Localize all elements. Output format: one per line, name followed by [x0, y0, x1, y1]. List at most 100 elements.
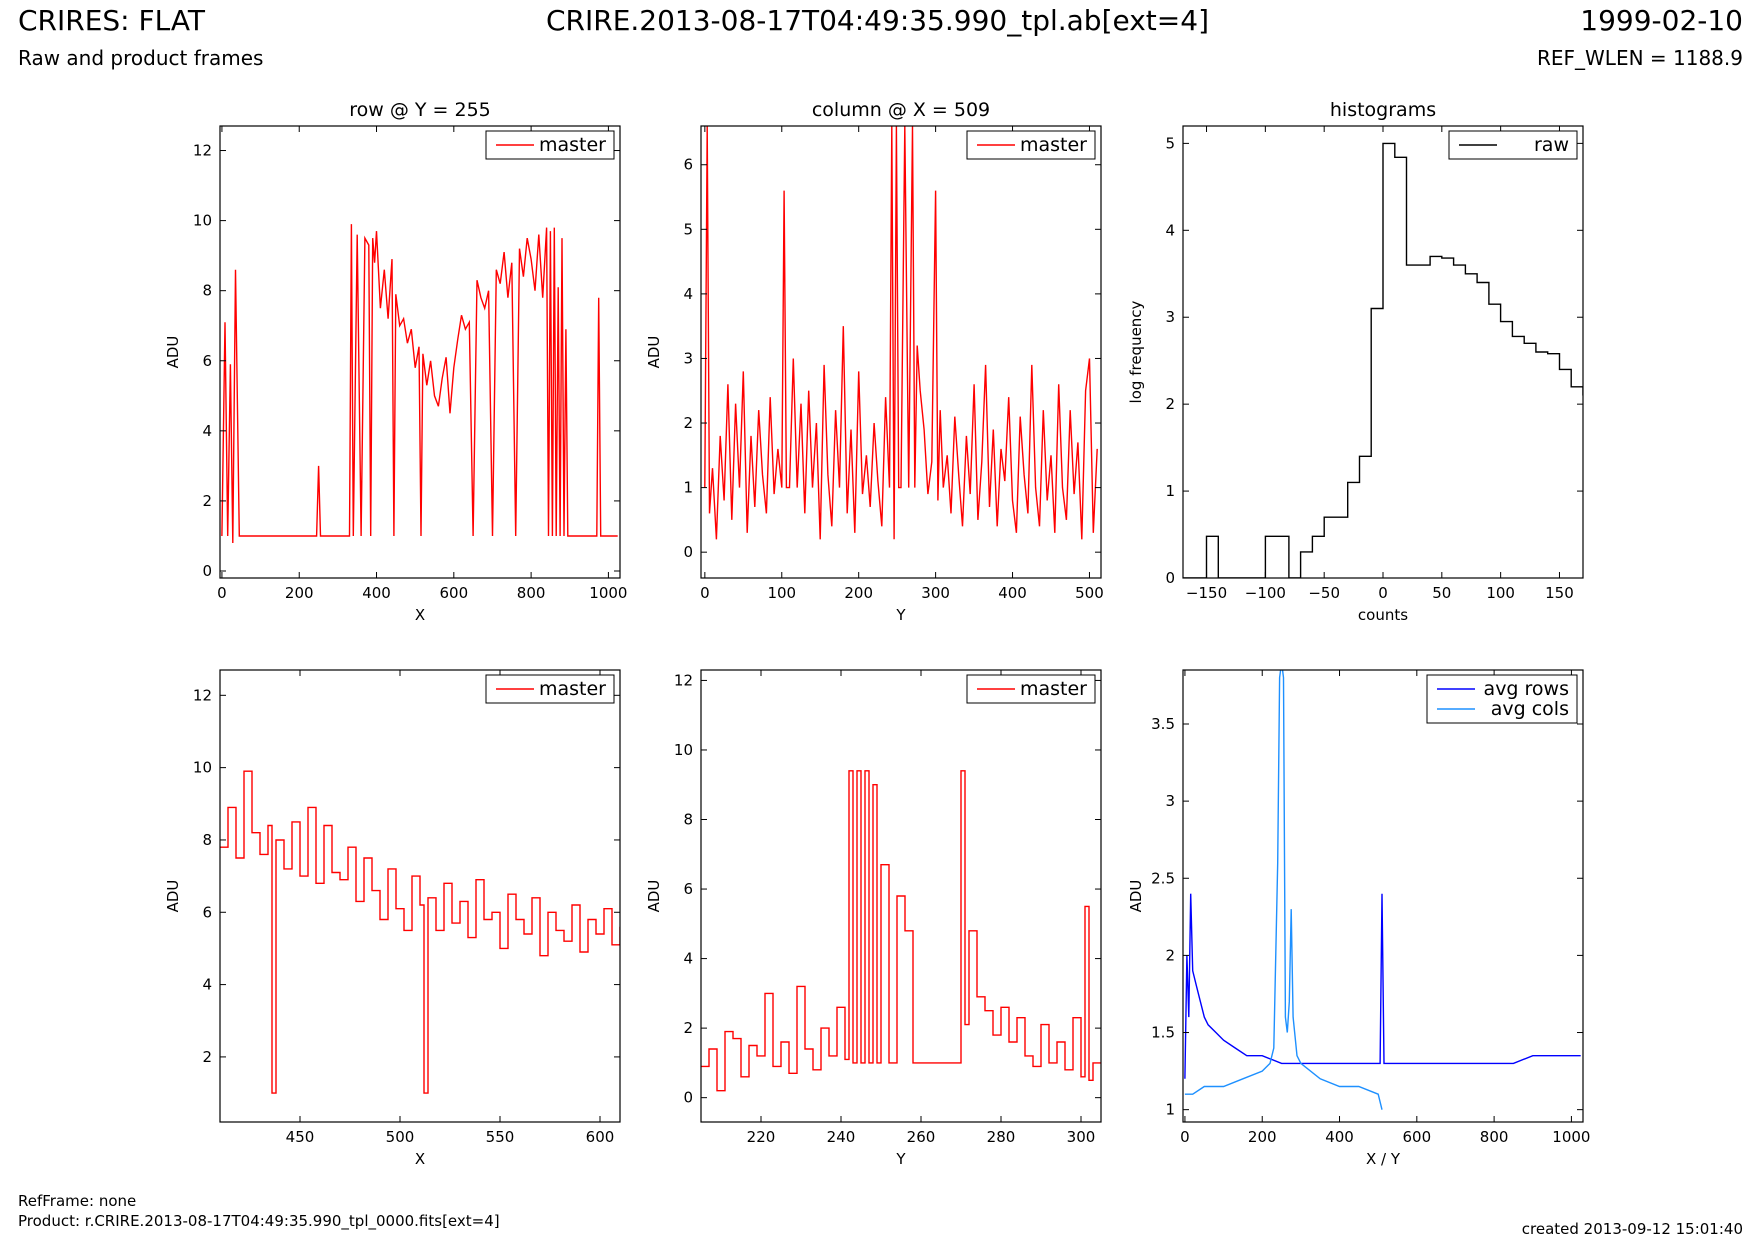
column-top-frame — [700, 125, 1102, 579]
column-zoom-series-master — [701, 770, 1101, 1092]
averages-ytick-label: 1.5 — [1151, 1024, 1175, 1042]
row-top-xtick-label: 800 — [517, 584, 546, 602]
row-zoom-ytick-label: 4 — [202, 976, 212, 994]
averages-frame — [1182, 669, 1584, 1123]
product-note: Product: r.CRIRE.2013-08-17T04:49:35.990… — [18, 1212, 500, 1230]
averages-legend-label: avg rows — [1484, 678, 1569, 700]
row-zoom-frame — [219, 669, 621, 1123]
histograms-ytick-label: 1 — [1165, 482, 1175, 500]
row-top-ylabel: ADU — [164, 336, 182, 369]
column-top-xtick-label: 100 — [767, 584, 796, 602]
row-top-ytick-label: 2 — [202, 492, 212, 510]
histograms-xtick-label: −100 — [1245, 584, 1286, 602]
row-top-ytick-label: 4 — [202, 422, 212, 440]
column-top-xtick-label: 300 — [921, 584, 950, 602]
column-top-title: column @ X = 509 — [812, 99, 990, 121]
histograms-title: histograms — [1330, 99, 1436, 121]
row-top-ytick-label: 8 — [202, 282, 212, 300]
row-top-ytick-label: 6 — [202, 352, 212, 370]
column-zoom-legend-label: master — [1020, 678, 1087, 700]
row-top-xlabel: X — [415, 606, 425, 624]
row-zoom-ytick-label: 2 — [202, 1048, 212, 1066]
ref-wlen-label: REF_WLEN = 1188.9 — [1536, 46, 1743, 70]
report-subtitle: Raw and product frames — [18, 46, 264, 70]
row-zoom-ytick-label: 10 — [193, 759, 212, 777]
file-name-title: CRIRE.2013-08-17T04:49:35.990_tpl.ab[ext… — [545, 4, 1209, 37]
histograms-ytick-label: 5 — [1165, 134, 1175, 152]
averages-ytick-label: 2.5 — [1151, 869, 1175, 887]
column-zoom-ylabel: ADU — [645, 880, 663, 913]
row-zoom-xtick-label: 450 — [286, 1128, 315, 1146]
column-zoom-ytick-label: 6 — [683, 880, 693, 898]
column-zoom-frame — [700, 669, 1102, 1123]
histograms-xtick-label: 50 — [1432, 584, 1451, 602]
row-zoom-xtick-label: 600 — [586, 1128, 615, 1146]
column-top-panel: 0 100 200 300 400 500 0 1 2 3 4 5 6 column @ X = 509 Y… — [645, 99, 1104, 624]
row-top-xtick-label: 600 — [439, 584, 468, 602]
averages-ytick-label: 1 — [1165, 1101, 1175, 1119]
averages-xtick-label: 200 — [1248, 1128, 1277, 1146]
row-zoom-ytick-label: 8 — [202, 831, 212, 849]
row-top-title: row @ Y = 255 — [349, 99, 491, 121]
column-top-ytick-label: 3 — [683, 349, 693, 367]
averages-panel: 0 200 400 600 800 1000 1 1.5 2 2.5 3 3.5 X / Y ADU avg… — [1127, 669, 1590, 1168]
averages-series-avg-cols — [1184, 670, 1383, 1110]
date-label: 1999-02-10 — [1580, 4, 1743, 37]
row-top-ytick-label: 12 — [193, 142, 212, 160]
row-zoom-xtick-label: 500 — [386, 1128, 415, 1146]
histograms-xtick-label: 0 — [1378, 584, 1388, 602]
histograms-xtick-label: 100 — [1486, 584, 1515, 602]
histograms-xtick-label: −50 — [1308, 584, 1340, 602]
column-zoom-ytick-label: 0 — [683, 1089, 693, 1107]
histograms-ytick-label: 2 — [1165, 395, 1175, 413]
histograms-series-raw — [1183, 142, 1583, 578]
column-top-ytick-label: 6 — [683, 156, 693, 174]
column-zoom-xlabel: Y — [895, 1150, 906, 1168]
column-zoom-ytick-label: 8 — [683, 811, 693, 829]
row-zoom-series-master — [220, 770, 620, 1094]
column-zoom-panel: 220 240 260 280 300 0 2 4 6 8 10 12 Y ADU master — [645, 669, 1102, 1168]
refframe-note: RefFrame: none — [18, 1192, 137, 1210]
averages-xtick-label: 400 — [1325, 1128, 1354, 1146]
column-zoom-xtick-label: 220 — [747, 1128, 776, 1146]
row-zoom-legend-label: master — [539, 678, 606, 700]
row-top-ytick-label: 0 — [202, 562, 212, 580]
column-zoom-ytick-label: 10 — [674, 741, 693, 759]
column-zoom-ytick-label: 2 — [683, 1019, 693, 1037]
row-top-legend-label: master — [539, 134, 606, 156]
histograms-xtick-label: −150 — [1186, 584, 1227, 602]
averages-xtick-label: 1000 — [1552, 1128, 1590, 1146]
averages-legend-label: avg cols — [1491, 698, 1569, 720]
column-top-legend-label: master — [1020, 134, 1087, 156]
averages-ytick-label: 3.5 — [1151, 715, 1175, 733]
histograms-ytick-label: 0 — [1165, 569, 1175, 587]
histograms-ytick-label: 4 — [1165, 221, 1175, 239]
column-zoom-xtick-label: 240 — [827, 1128, 856, 1146]
column-top-ytick-label: 0 — [683, 543, 693, 561]
column-zoom-xtick-label: 300 — [1067, 1128, 1096, 1146]
row-top-xtick-label: 1000 — [589, 584, 627, 602]
row-top-series-master — [221, 224, 618, 544]
histograms-legend-label: raw — [1534, 134, 1569, 156]
column-top-xtick-label: 0 — [700, 584, 710, 602]
row-top-xtick-label: 400 — [362, 584, 391, 602]
column-top-xtick-label: 200 — [844, 584, 873, 602]
report-title: CRIRES: FLAT — [18, 4, 205, 37]
averages-xtick-label: 600 — [1402, 1128, 1431, 1146]
column-top-xlabel: Y — [895, 606, 906, 624]
averages-ytick-label: 2 — [1165, 946, 1175, 964]
histograms-xtick-label: 150 — [1545, 584, 1574, 602]
column-top-xtick-label: 500 — [1075, 584, 1104, 602]
row-top-ytick-label: 10 — [193, 212, 212, 230]
row-top-panel: 0 200 400 600 800 1000 0 2 4 6 8 10 12 row @ Y = 255 X… — [164, 99, 627, 624]
averages-ylabel: ADU — [1127, 880, 1145, 913]
averages-xlabel: X / Y — [1366, 1150, 1401, 1168]
column-top-ylabel: ADU — [645, 336, 663, 369]
averages-xtick-label: 0 — [1180, 1128, 1190, 1146]
column-top-series-master — [704, 126, 1098, 540]
column-top-ytick-label: 2 — [683, 414, 693, 432]
column-zoom-ytick-label: 12 — [674, 671, 693, 689]
averages-ytick-label: 3 — [1165, 792, 1175, 810]
row-top-frame — [219, 125, 621, 579]
